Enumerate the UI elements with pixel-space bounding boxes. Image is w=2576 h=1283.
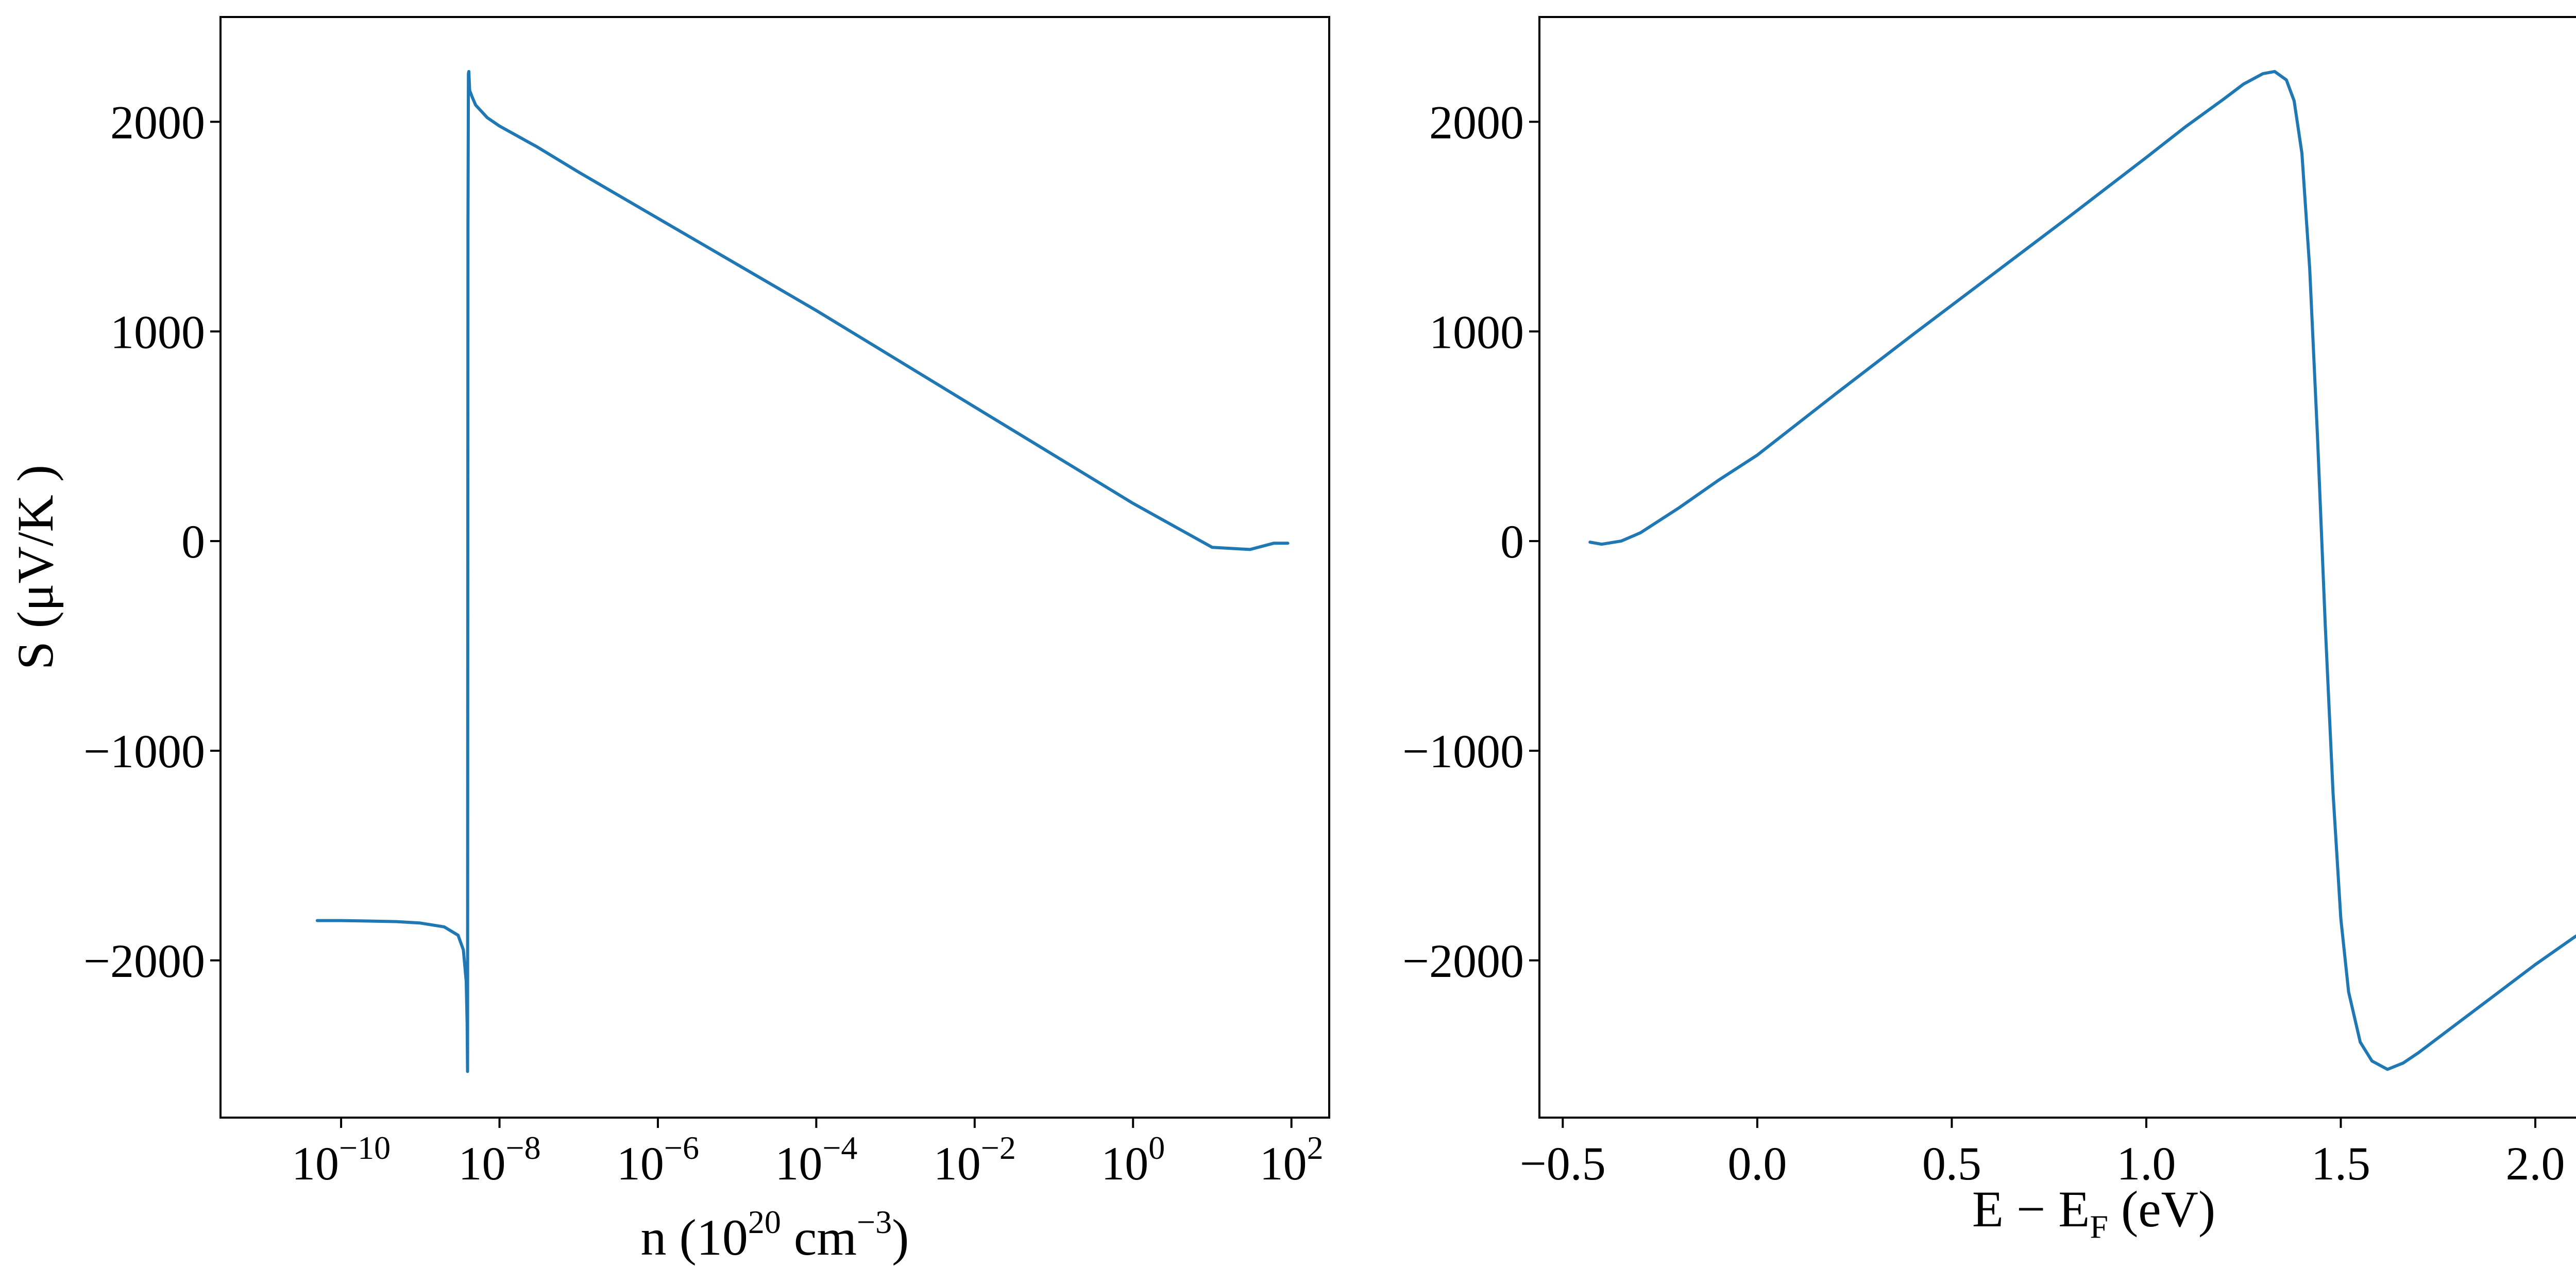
y-tick-label: −1000 xyxy=(1402,725,1524,778)
left-y-axis-label: S (μV/K ) xyxy=(7,465,64,670)
y-tick-label: −2000 xyxy=(83,935,205,987)
x-tick-label: 2.0 xyxy=(2506,1137,2565,1190)
y-tick-label: 1000 xyxy=(1429,306,1524,358)
x-tick-label: 10−8 xyxy=(458,1129,540,1190)
left-x-axis-label: n (1020 cm−3) xyxy=(641,1204,909,1266)
right-series-line xyxy=(1588,70,2576,1071)
x-tick-label: 1.5 xyxy=(2311,1137,2370,1190)
y-tick-label: 2000 xyxy=(110,96,205,148)
y-tick-label: −2000 xyxy=(1402,935,1524,987)
y-tick-label: 0 xyxy=(1500,515,1524,568)
right-ticks: 2000 1000 0 −1000 −2000 −0.5 0.0 0.5 1.0 1.5 2.0 xyxy=(1402,96,2565,1190)
x-tick-label: 10−4 xyxy=(775,1129,857,1190)
x-tick-label: 102 xyxy=(1260,1129,1324,1190)
x-tick-label: 10−10 xyxy=(292,1129,391,1190)
right-plot-frame xyxy=(1538,16,2576,1119)
x-tick-label: 0.0 xyxy=(1727,1137,1787,1190)
right-panel: 2000 1000 0 −1000 −2000 −0.5 0.0 0.5 1.0 1.5 2.0 E… xyxy=(1402,16,2576,1245)
x-tick-label: 100 xyxy=(1101,1129,1165,1190)
right-x-axis-label: E − EF (eV) xyxy=(1972,1180,2215,1245)
x-tick-label: 10−6 xyxy=(617,1129,699,1190)
y-tick-label: −1000 xyxy=(83,725,205,778)
x-tick-label: 10−2 xyxy=(934,1129,1016,1190)
left-ticks: 2000 1000 0 −1000 −2000 10−10 10−8 10−6 10−4 10−2… xyxy=(83,96,1324,1190)
x-tick-label: −0.5 xyxy=(1520,1137,1606,1190)
left-series-line xyxy=(315,70,1290,1073)
y-tick-label: 1000 xyxy=(110,306,205,358)
y-tick-label: 0 xyxy=(181,515,205,568)
y-tick-label: 2000 xyxy=(1429,96,1524,148)
left-plot-frame xyxy=(219,16,1330,1119)
left-panel: 2000 1000 0 −1000 −2000 10−10 10−8 10−6 10−4 10−2… xyxy=(7,16,1330,1266)
x-tick-label: 1.0 xyxy=(2116,1137,2176,1190)
x-tick-label: 0.5 xyxy=(1922,1137,1981,1190)
